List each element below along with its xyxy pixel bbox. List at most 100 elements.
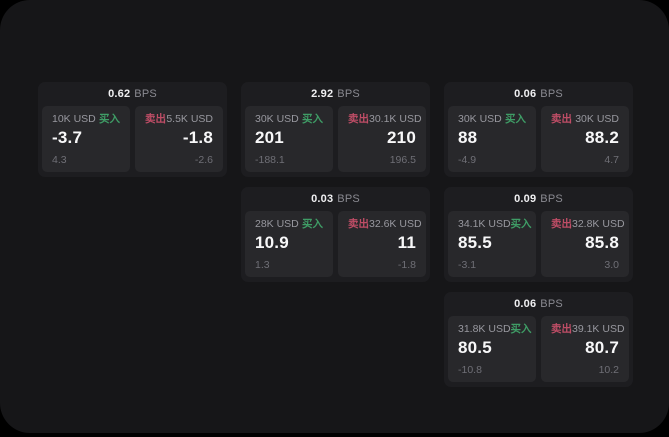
buy-sub-value: -10.8 xyxy=(458,363,482,376)
card-header: 0.62 BPS xyxy=(38,82,227,106)
sell-side-label: 卖出 xyxy=(348,113,369,125)
buy-price: 201 xyxy=(255,127,284,147)
bps-unit-label: BPS xyxy=(540,193,563,205)
buy-sub-value: -3.1 xyxy=(458,258,477,271)
sell-panel: 卖出 30K USD 88.2 4.7 xyxy=(541,106,629,172)
sell-top-row: 卖出 30K USD xyxy=(551,114,619,125)
card-panels: 30K USD 买入 201 -188.1 卖出 30.1K USD 210 1… xyxy=(241,106,430,177)
bps-value: 0.62 xyxy=(108,88,131,100)
sell-price: 210 xyxy=(387,127,416,147)
bps-unit-label: BPS xyxy=(337,88,360,100)
buy-side-label: 买入 xyxy=(510,218,532,230)
card-panels: 30K USD 买入 88 -4.9 卖出 30K USD 88.2 4.7 xyxy=(444,106,633,177)
sell-side-label: 卖出 xyxy=(551,113,572,125)
sell-panel: 卖出 39.1K USD 80.7 10.2 xyxy=(541,316,629,382)
buy-price: -3.7 xyxy=(52,127,83,147)
buy-sub-value: 4.3 xyxy=(52,153,67,166)
buy-top-row: 10K USD 买入 xyxy=(52,114,120,125)
card-panels: 28K USD 买入 10.9 1.3 卖出 32.6K USD 11 -1.8 xyxy=(241,211,430,282)
sell-side-label: 卖出 xyxy=(145,113,166,125)
buy-top-row: 31.8K USD 买入 xyxy=(458,323,532,335)
sell-sub-value: 10.2 xyxy=(598,363,619,376)
sell-price: -1.8 xyxy=(182,127,213,147)
buy-price: 80.5 xyxy=(458,337,492,357)
bps-value: 0.06 xyxy=(514,88,537,100)
buy-panel: 34.1K USD 买入 85.5 -3.1 xyxy=(448,211,536,277)
sell-top-row: 卖出 5.5K USD xyxy=(145,114,213,125)
buy-amount: 30K USD xyxy=(255,113,299,125)
sell-amount: 39.1K USD xyxy=(572,323,625,335)
sell-sub-value: 4.7 xyxy=(604,153,619,166)
buy-top-row: 28K USD 买入 xyxy=(255,219,323,230)
card-panels: 34.1K USD 买入 85.5 -3.1 卖出 32.8K USD 85.8… xyxy=(444,211,633,282)
buy-panel: 30K USD 买入 88 -4.9 xyxy=(448,106,536,172)
quote-card[interactable]: 0.06 BPS 30K USD 买入 88 -4.9 卖出 30K USD 8… xyxy=(444,82,633,177)
sell-amount: 30.1K USD xyxy=(369,113,422,125)
buy-side-label: 买入 xyxy=(302,218,323,230)
bps-unit-label: BPS xyxy=(540,88,563,100)
sell-top-row: 卖出 30.1K USD xyxy=(348,113,422,125)
quote-card[interactable]: 0.03 BPS 28K USD 买入 10.9 1.3 卖出 32.6K US… xyxy=(241,187,430,282)
sell-panel: 卖出 30.1K USD 210 196.5 xyxy=(338,106,426,172)
buy-sub-value: 1.3 xyxy=(255,258,270,271)
sell-panel: 卖出 32.8K USD 85.8 3.0 xyxy=(541,211,629,277)
card-panels: 10K USD 买入 -3.7 4.3 卖出 5.5K USD -1.8 -2.… xyxy=(38,106,227,177)
sell-sub-value: -2.6 xyxy=(194,153,213,166)
quote-card[interactable]: 0.06 BPS 31.8K USD 买入 80.5 -10.8 卖出 39.1… xyxy=(444,292,633,387)
sell-side-label: 卖出 xyxy=(551,218,572,230)
sell-amount: 30K USD xyxy=(575,113,619,125)
card-header: 0.09 BPS xyxy=(444,187,633,211)
sell-amount: 5.5K USD xyxy=(166,113,213,125)
sell-side-label: 卖出 xyxy=(348,218,369,230)
sell-side-label: 卖出 xyxy=(551,323,572,335)
sell-price: 80.7 xyxy=(585,337,619,357)
card-header: 0.03 BPS xyxy=(241,187,430,211)
buy-side-label: 买入 xyxy=(99,113,120,125)
quote-card[interactable]: 0.62 BPS 10K USD 买入 -3.7 4.3 卖出 5.5K USD… xyxy=(38,82,227,177)
sell-amount: 32.6K USD xyxy=(369,218,422,230)
sell-sub-value: 3.0 xyxy=(604,258,619,271)
buy-sub-value: -188.1 xyxy=(255,153,285,166)
buy-top-row: 34.1K USD 买入 xyxy=(458,218,532,230)
buy-side-label: 买入 xyxy=(510,323,532,335)
sell-top-row: 卖出 39.1K USD xyxy=(551,323,625,335)
card-header: 2.92 BPS xyxy=(241,82,430,106)
sell-panel: 卖出 32.6K USD 11 -1.8 xyxy=(338,211,426,277)
sell-top-row: 卖出 32.8K USD xyxy=(551,218,625,230)
buy-sub-value: -4.9 xyxy=(458,153,477,166)
sell-price: 11 xyxy=(397,232,416,252)
bps-value: 0.09 xyxy=(514,193,537,205)
card-panels: 31.8K USD 买入 80.5 -10.8 卖出 39.1K USD 80.… xyxy=(444,316,633,387)
buy-price: 10.9 xyxy=(255,232,289,252)
buy-side-label: 买入 xyxy=(505,113,526,125)
buy-panel: 10K USD 买入 -3.7 4.3 xyxy=(42,106,130,172)
card-header: 0.06 BPS xyxy=(444,82,633,106)
buy-top-row: 30K USD 买入 xyxy=(458,114,526,125)
sell-price: 85.8 xyxy=(585,232,619,252)
sell-panel: 卖出 5.5K USD -1.8 -2.6 xyxy=(135,106,223,172)
sell-top-row: 卖出 32.6K USD xyxy=(348,218,422,230)
buy-amount: 28K USD xyxy=(255,218,299,230)
quote-card[interactable]: 2.92 BPS 30K USD 买入 201 -188.1 卖出 30.1K … xyxy=(241,82,430,177)
buy-top-row: 30K USD 买入 xyxy=(255,114,323,125)
bps-unit-label: BPS xyxy=(134,88,157,100)
buy-price: 85.5 xyxy=(458,232,492,252)
bps-value: 2.92 xyxy=(311,88,334,100)
bps-unit-label: BPS xyxy=(337,193,360,205)
buy-amount: 31.8K USD xyxy=(458,323,511,335)
quotes-grid: 0.62 BPS 10K USD 买入 -3.7 4.3 卖出 5.5K USD… xyxy=(38,82,633,387)
buy-side-label: 买入 xyxy=(302,113,323,125)
sell-price: 88.2 xyxy=(585,127,619,147)
buy-amount: 30K USD xyxy=(458,113,502,125)
sell-sub-value: 196.5 xyxy=(389,153,416,166)
buy-panel: 30K USD 买入 201 -188.1 xyxy=(245,106,333,172)
buy-amount: 10K USD xyxy=(52,113,96,125)
sell-sub-value: -1.8 xyxy=(397,258,416,271)
quote-card[interactable]: 0.09 BPS 34.1K USD 买入 85.5 -3.1 卖出 32.8K… xyxy=(444,187,633,282)
buy-price: 88 xyxy=(458,127,478,147)
buy-panel: 28K USD 买入 10.9 1.3 xyxy=(245,211,333,277)
buy-amount: 34.1K USD xyxy=(458,218,511,230)
bps-value: 0.03 xyxy=(311,193,334,205)
